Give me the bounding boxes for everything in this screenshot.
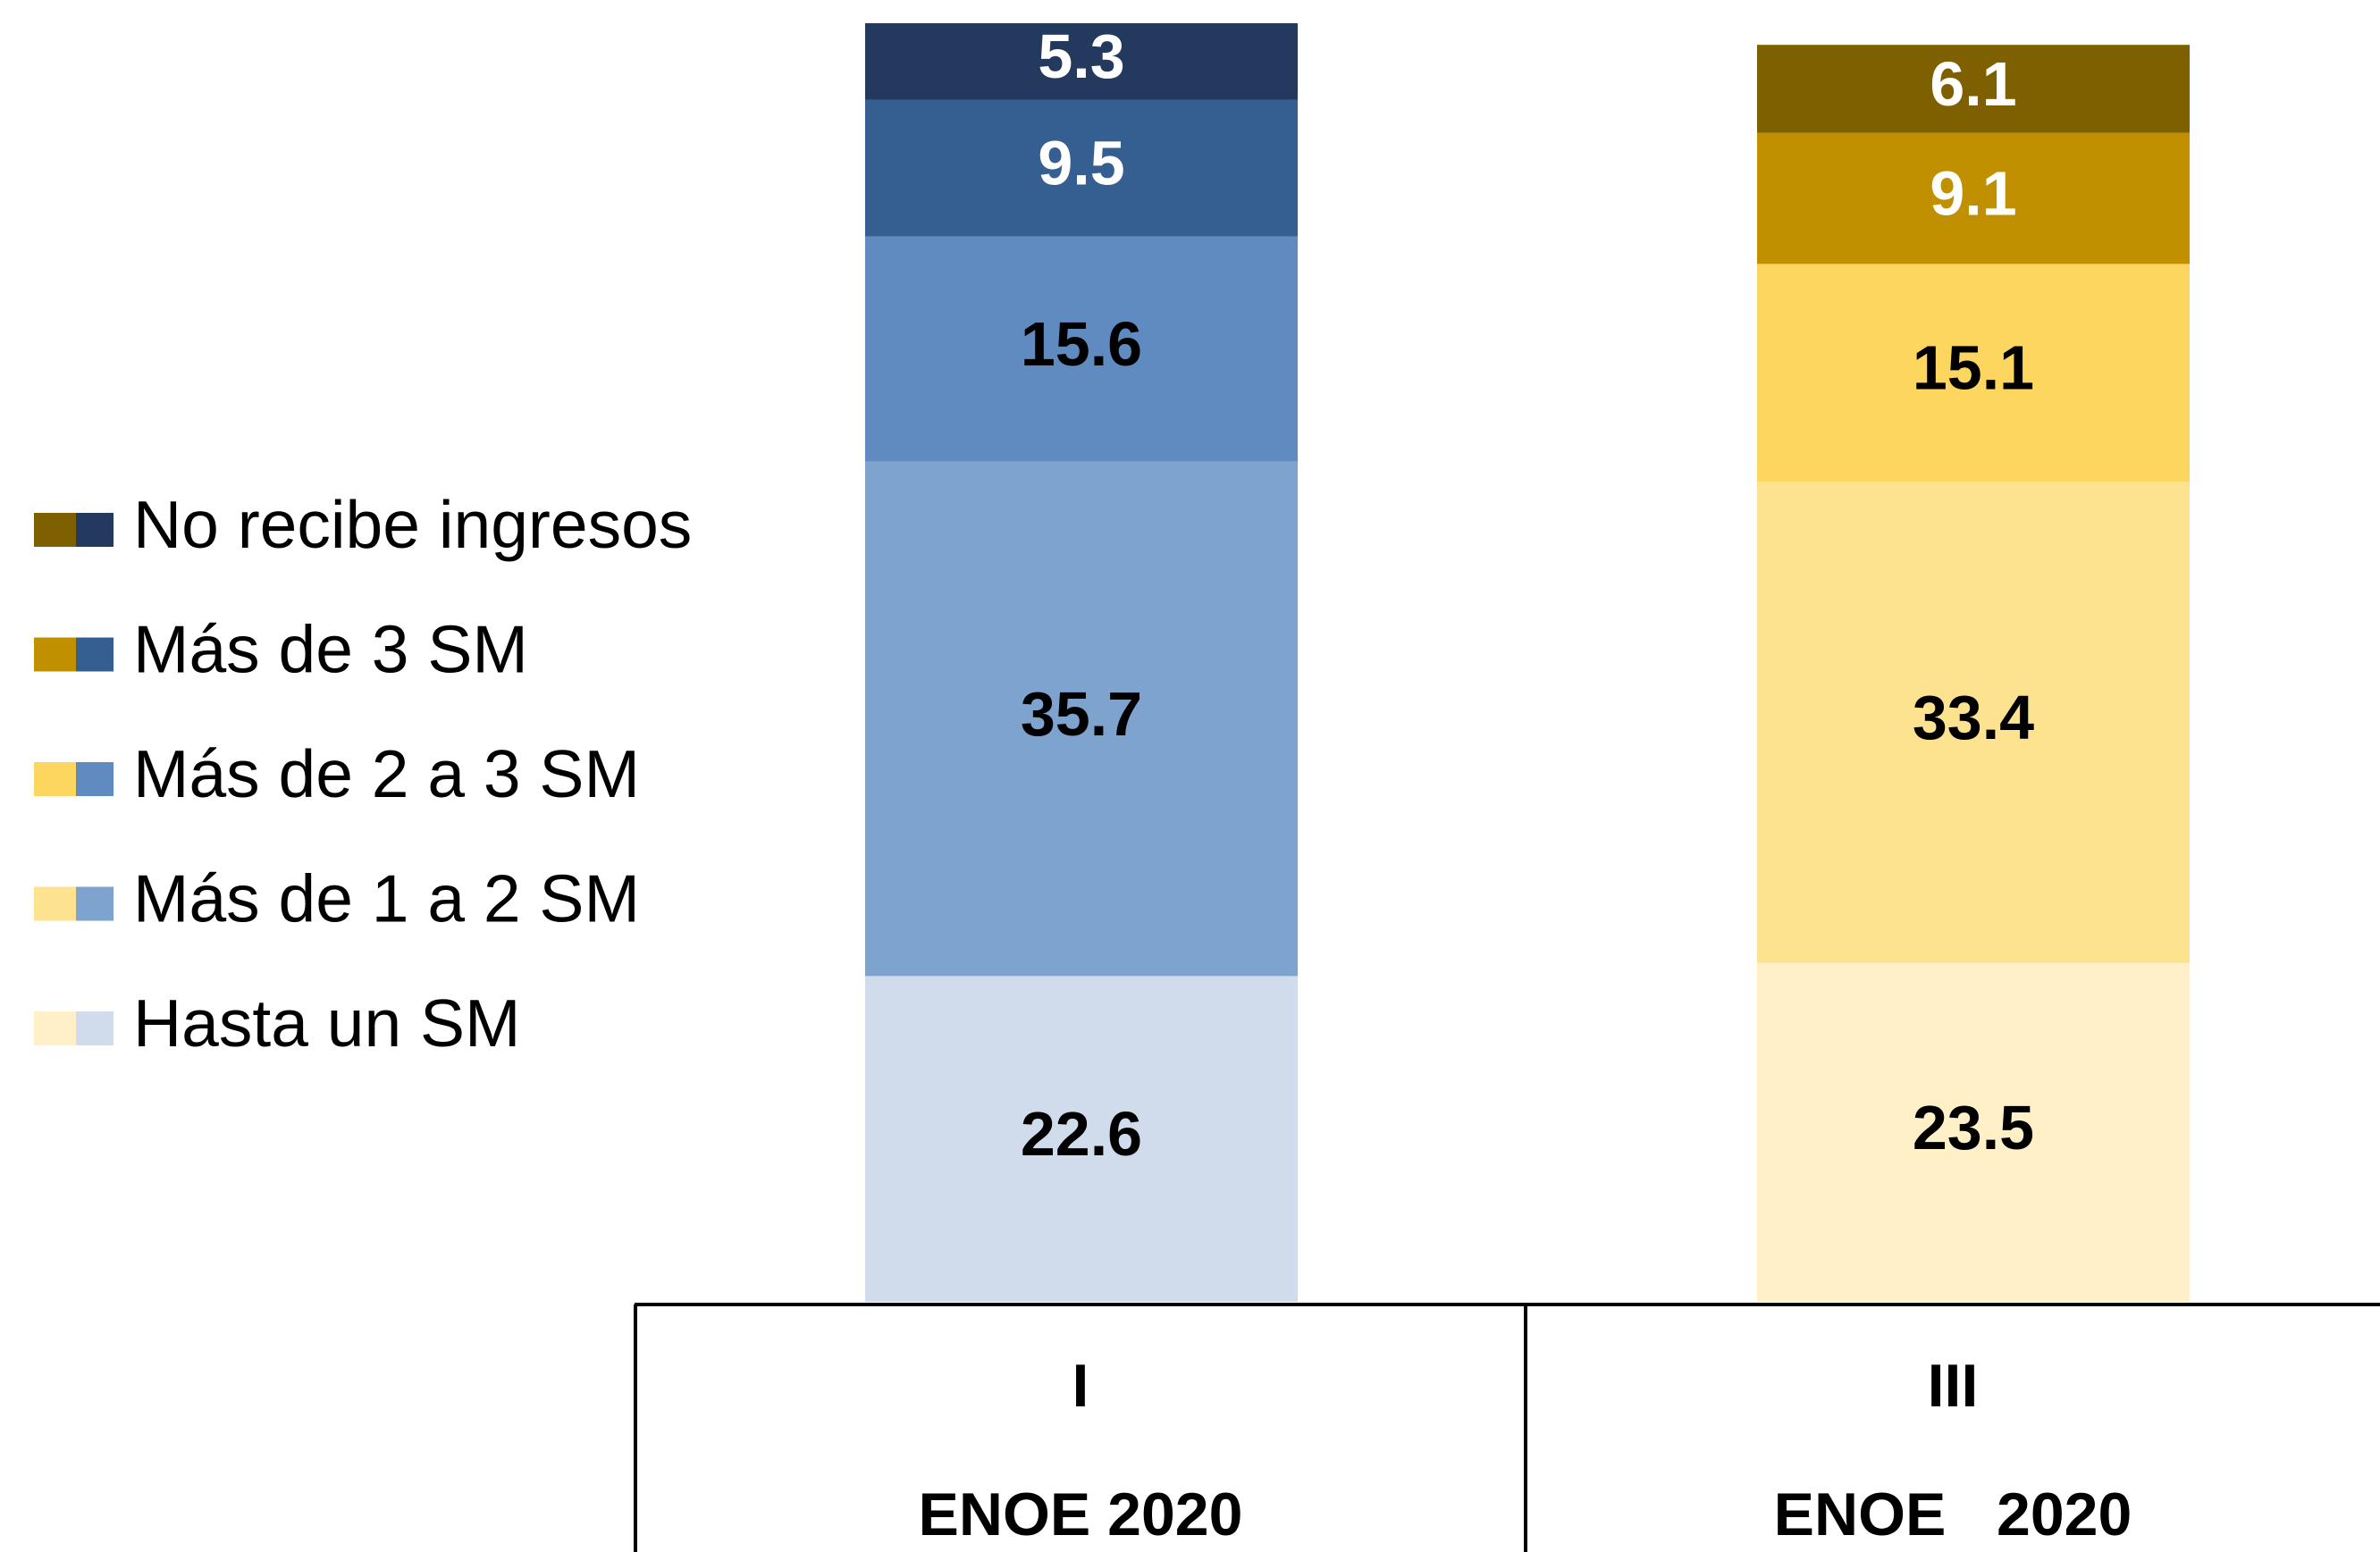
data-label: 9.1 <box>1930 158 2016 228</box>
data-label: 15.6 <box>1021 309 1142 379</box>
bar-segment <box>865 99 1298 237</box>
legend-swatch <box>34 762 76 796</box>
data-label: 5.3 <box>1038 21 1124 91</box>
legend-swatch <box>76 637 114 672</box>
legend-swatch <box>76 513 114 547</box>
legend-swatch <box>34 637 76 672</box>
bar-segment <box>865 976 1298 1302</box>
bar-segment <box>865 22 1298 100</box>
legend-label: Más de 1 a 2 SM <box>133 860 640 935</box>
bar-segment <box>865 461 1298 977</box>
legend-label: Más de 2 a 3 SM <box>133 736 640 811</box>
legend-swatch <box>76 762 114 796</box>
legend-swatch <box>34 886 76 921</box>
legend-swatch <box>34 513 76 547</box>
x-tick-sublabel: ENOE 2020 <box>1774 1481 2132 1548</box>
x-tick-sublabel: ENOE 2020 <box>919 1481 1243 1548</box>
bar-segment <box>1757 264 2190 482</box>
bar-segment <box>865 236 1298 462</box>
data-label: 35.7 <box>1021 679 1142 749</box>
x-tick-label: I <box>1072 1352 1089 1420</box>
bar-segment <box>1757 482 2190 963</box>
legend-label: Hasta un SM <box>133 986 521 1061</box>
legend-swatch <box>34 1011 76 1045</box>
x-tick-label: III <box>1928 1352 1979 1420</box>
legend-label: No recibe ingresos <box>133 487 692 562</box>
data-label: 6.1 <box>1930 49 2016 119</box>
data-label: 22.6 <box>1021 1099 1142 1169</box>
legend-swatch <box>76 886 114 921</box>
data-label: 23.5 <box>1913 1093 2034 1162</box>
bar-segment <box>1757 45 2190 133</box>
data-label: 33.4 <box>1913 683 2034 752</box>
bar-segment <box>1757 962 2190 1302</box>
data-label: 9.5 <box>1038 129 1124 198</box>
data-label: 15.1 <box>1913 333 2034 403</box>
legend-label: Más de 3 SM <box>133 611 528 686</box>
bar-segment <box>1757 132 2190 264</box>
legend-swatch <box>76 1011 114 1045</box>
